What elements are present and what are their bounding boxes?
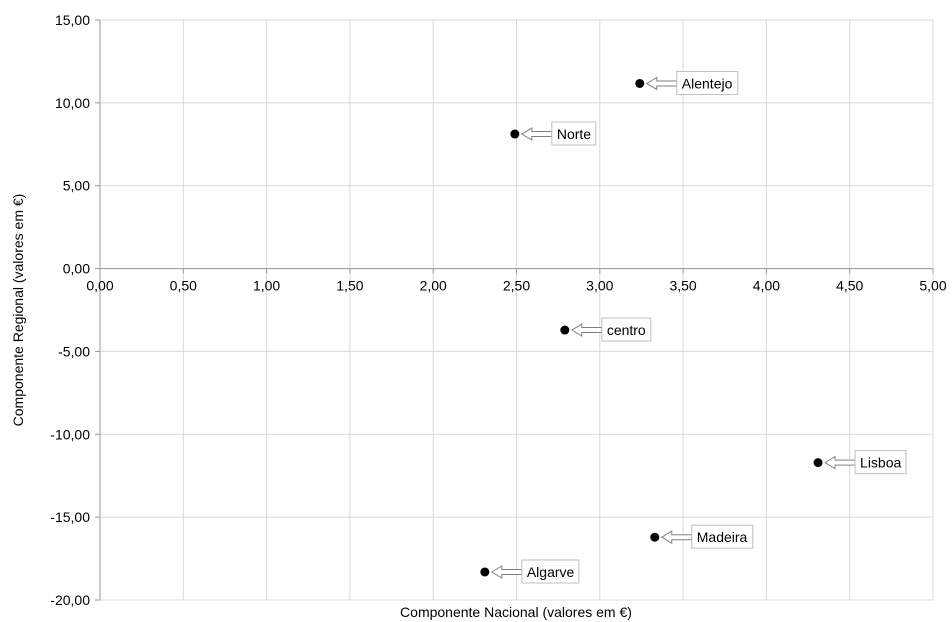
x-tick-labels: 0,00 0,50 1,00 1,50 2,00 2,50 3,00 3,50 4,00 4,50… <box>86 278 946 294</box>
data-point <box>650 532 660 542</box>
grid <box>95 19 934 601</box>
data-point <box>480 567 490 577</box>
label-box <box>521 559 580 584</box>
x-tick-label: 4,50 <box>836 278 863 294</box>
data-point <box>635 78 645 88</box>
data-point <box>560 325 570 335</box>
y-tick-label: -20,00 <box>50 592 90 608</box>
label-box <box>676 70 739 95</box>
label-box <box>551 121 597 146</box>
data-points: Alentejo Norte centro Lisboa Madeira Algarve <box>480 70 907 584</box>
x-tick-label: 0,00 <box>86 278 113 294</box>
x-tick-label: 3,50 <box>669 278 696 294</box>
x-tick-label: 2,50 <box>503 278 530 294</box>
x-tick-label: 3,00 <box>586 278 613 294</box>
y-tick-label: -5,00 <box>58 343 90 359</box>
y-tick-label: 0,00 <box>63 261 90 277</box>
point-label: Madeira <box>697 529 748 545</box>
data-point <box>813 458 823 468</box>
label-box <box>691 524 754 549</box>
data-point-group: centro <box>560 317 652 342</box>
y-axis-title: Componente Regional (valores em €) <box>10 194 26 427</box>
data-point <box>510 129 520 139</box>
data-point-group: Madeira <box>650 524 754 549</box>
y-tick-labels: 15,00 10,00 5,00 0,00 -5,00 -10,00 -15,00 -20,0… <box>50 12 90 608</box>
label-box <box>854 450 907 475</box>
point-label: centro <box>607 322 646 338</box>
y-tick-label: -15,00 <box>50 509 90 525</box>
x-tick-label: 1,50 <box>336 278 363 294</box>
point-label: Alentejo <box>682 75 733 91</box>
point-label: Norte <box>557 126 591 142</box>
x-tick-label: 2,00 <box>420 278 447 294</box>
data-point-group: Algarve <box>480 559 580 584</box>
x-tick-label: 4,00 <box>753 278 780 294</box>
point-label: Lisboa <box>860 455 901 471</box>
point-label: Algarve <box>527 564 575 580</box>
x-tick-label: 0,50 <box>170 278 197 294</box>
y-tick-label: 15,00 <box>55 12 90 28</box>
data-point-group: Alentejo <box>635 70 739 95</box>
x-tick-label: 1,00 <box>253 278 280 294</box>
data-point-group: Norte <box>510 121 597 146</box>
y-tick-label: 5,00 <box>63 178 90 194</box>
x-axis-title: Componente Nacional (valores em €) <box>400 604 632 620</box>
label-box <box>601 317 652 342</box>
x-tick-label: 5,00 <box>919 278 946 294</box>
y-tick-label: -10,00 <box>50 426 90 442</box>
data-point-group: Lisboa <box>813 450 907 475</box>
y-tick-label: 10,00 <box>55 95 90 111</box>
